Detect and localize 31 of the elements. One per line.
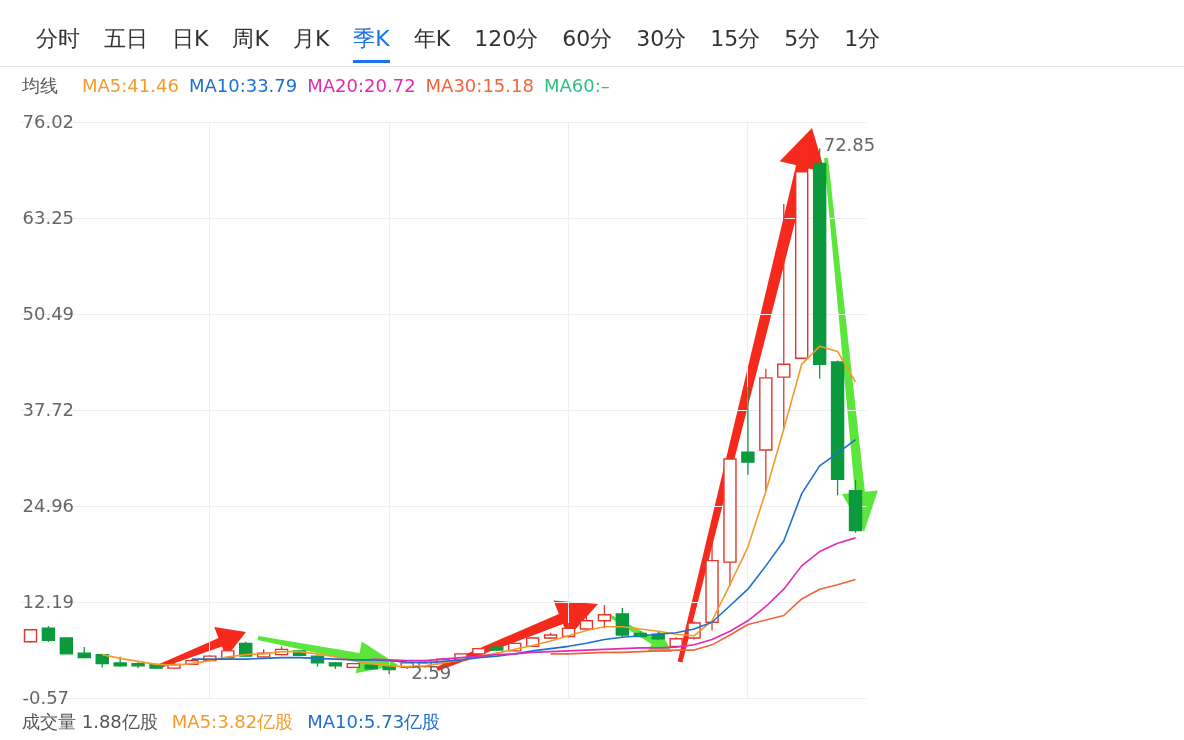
- text: 月K: [292, 25, 330, 53]
- text: 5分: [784, 25, 821, 53]
- y-tick-label: 76.02: [22, 110, 75, 132]
- text: MA5:3.82亿股: [171, 711, 294, 732]
- legend-title: 均线: [22, 75, 58, 96]
- text: 15分: [710, 25, 761, 53]
- text: MA30:15.18: [425, 75, 534, 96]
- y-tick-label: 50.49: [22, 302, 75, 324]
- legend-label: MA60:–: [543, 75, 610, 96]
- text: 1分: [844, 25, 881, 53]
- text: 120分: [474, 25, 539, 53]
- y-tick-label: 24.96: [22, 494, 75, 516]
- text: 季K: [353, 24, 390, 63]
- annotation: 72.85: [823, 133, 876, 155]
- y-tick-label: 12.19: [22, 590, 75, 612]
- text: 日K: [172, 25, 209, 53]
- text: MA5:41.46: [82, 75, 179, 96]
- text: 五日: [104, 25, 148, 53]
- text: 成交量 1.88亿股: [22, 711, 158, 732]
- annotation: 2.59: [411, 662, 452, 684]
- text: 周K: [232, 25, 269, 53]
- text: MA10:5.73亿股: [307, 711, 441, 732]
- y-tick-label: 63.25: [22, 206, 75, 228]
- text: 30分: [636, 25, 687, 53]
- text: MA10:33.79: [188, 75, 298, 96]
- text: 年K: [413, 25, 451, 53]
- text: 分时: [36, 25, 80, 53]
- text: MA20:20.72: [307, 75, 416, 96]
- y-tick-label: -0.57: [22, 686, 70, 708]
- text: 60分: [562, 25, 613, 53]
- y-tick-label: 37.72: [22, 398, 75, 420]
